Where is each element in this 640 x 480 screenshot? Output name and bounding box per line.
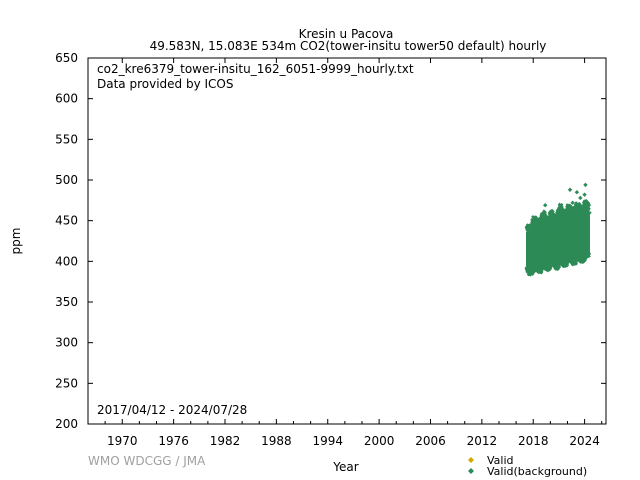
y-tick-label: 650 bbox=[55, 51, 78, 65]
x-tick-label: 1982 bbox=[210, 434, 241, 448]
y-tick-label: 400 bbox=[55, 254, 78, 268]
data-point bbox=[585, 207, 589, 212]
legend: Valid Valid(background) bbox=[468, 454, 587, 478]
data-point bbox=[548, 267, 552, 272]
outlier-point bbox=[543, 203, 548, 208]
data-point bbox=[542, 216, 547, 220]
data-point bbox=[542, 213, 546, 217]
legend-label-background: Valid(background) bbox=[487, 465, 587, 478]
annotation-provider: Data provided by ICOS bbox=[97, 77, 233, 91]
data-point bbox=[574, 207, 578, 211]
data-point bbox=[588, 211, 592, 215]
data-point bbox=[539, 269, 544, 273]
data-point bbox=[555, 216, 559, 220]
annotation-filename: co2_kre6379_tower-insitu_162_6051-9999_h… bbox=[97, 62, 414, 76]
data-point bbox=[531, 272, 535, 276]
data-point bbox=[573, 257, 578, 262]
data-point bbox=[567, 208, 572, 213]
data-points bbox=[524, 182, 592, 277]
data-point bbox=[577, 257, 582, 261]
y-tick-label: 200 bbox=[55, 417, 78, 431]
y-tick-label: 300 bbox=[55, 336, 78, 350]
outlier-point bbox=[585, 202, 591, 207]
outlier-point bbox=[559, 205, 564, 210]
outlier-point bbox=[570, 200, 575, 205]
data-point bbox=[585, 252, 589, 257]
credit-label: WMO WDCGG / JMA bbox=[88, 454, 206, 468]
data-point bbox=[581, 259, 585, 263]
x-tick-label: 2024 bbox=[569, 434, 600, 448]
x-tick-label: 2006 bbox=[415, 434, 446, 448]
outlier-point bbox=[574, 190, 580, 195]
x-tick-label: 1988 bbox=[261, 434, 292, 448]
y-axis-label: ppm bbox=[9, 228, 23, 255]
plot-area bbox=[87, 57, 607, 425]
x-tick-label: 2000 bbox=[364, 434, 395, 448]
data-point bbox=[587, 204, 591, 208]
outlier-point bbox=[549, 208, 555, 214]
data-point bbox=[544, 224, 549, 228]
legend-label-valid: Valid bbox=[487, 454, 514, 467]
x-tick-label: 1994 bbox=[312, 434, 343, 448]
chart-subtitle: 49.583N, 15.083E 534m CO2(tower-insitu t… bbox=[150, 39, 547, 53]
outlier-point bbox=[578, 195, 583, 201]
data-point bbox=[576, 254, 580, 258]
y-axis: 200 250 300 350 400 450 500 550 600 650 bbox=[55, 51, 606, 431]
data-point bbox=[538, 219, 542, 223]
y-tick-label: 250 bbox=[55, 376, 78, 390]
data-point bbox=[551, 259, 555, 263]
outlier-point bbox=[567, 187, 573, 192]
outlier-point bbox=[583, 182, 588, 188]
data-point bbox=[538, 267, 543, 271]
x-axis-label: Year bbox=[332, 460, 358, 474]
y-tick-label: 350 bbox=[55, 295, 78, 309]
data-point bbox=[564, 211, 568, 215]
data-point bbox=[550, 211, 554, 215]
data-point bbox=[557, 261, 561, 265]
x-tick-label: 2018 bbox=[518, 434, 549, 448]
x-tick-label: 1976 bbox=[158, 434, 189, 448]
data-point bbox=[571, 211, 575, 215]
data-point bbox=[546, 219, 550, 223]
chart-title: Kresin u Pacova bbox=[299, 27, 394, 41]
y-tick-label: 450 bbox=[55, 214, 78, 228]
data-point bbox=[578, 209, 582, 213]
data-point-column bbox=[587, 213, 590, 254]
data-point bbox=[528, 226, 532, 231]
x-axis: 1970 1976 1982 1988 1994 2000 2006 2012 2018 2024 bbox=[104, 58, 603, 448]
y-tick-label: 550 bbox=[55, 132, 78, 146]
data-point bbox=[552, 215, 556, 219]
data-point bbox=[561, 218, 565, 222]
data-point bbox=[577, 205, 581, 210]
x-tick-label: 2012 bbox=[467, 434, 498, 448]
x-tick-label: 1970 bbox=[107, 434, 138, 448]
data-point bbox=[527, 224, 531, 228]
date-range-label: 2017/04/12 - 2024/07/28 bbox=[97, 403, 247, 417]
data-point bbox=[543, 221, 547, 225]
data-point bbox=[556, 212, 560, 216]
data-point bbox=[587, 252, 592, 256]
data-point bbox=[559, 258, 563, 262]
data-point bbox=[554, 214, 558, 218]
data-point bbox=[586, 211, 590, 215]
data-point bbox=[567, 257, 572, 261]
y-tick-label: 500 bbox=[55, 173, 78, 187]
data-point bbox=[560, 211, 564, 216]
legend-marker-background bbox=[468, 468, 474, 474]
data-point bbox=[586, 254, 590, 259]
data-point bbox=[570, 212, 574, 216]
data-point bbox=[557, 263, 561, 267]
data-point bbox=[568, 211, 573, 215]
outlier-point bbox=[582, 192, 587, 197]
legend-marker-valid bbox=[468, 457, 474, 463]
data-point bbox=[569, 257, 573, 262]
data-point bbox=[545, 223, 550, 227]
y-tick-label: 600 bbox=[55, 92, 78, 106]
data-point bbox=[526, 268, 530, 272]
